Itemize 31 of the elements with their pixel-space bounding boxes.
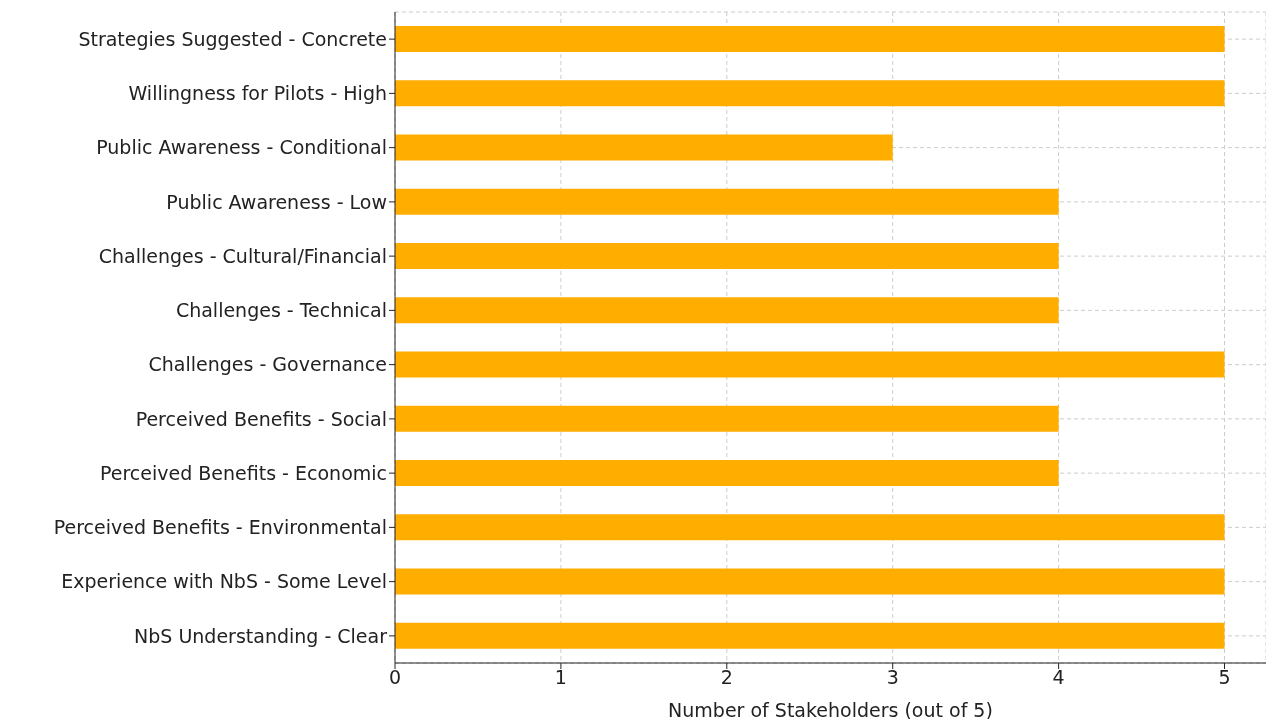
y-tick-label: Perceived Benefits - Environmental [53, 516, 387, 539]
bar [395, 622, 1225, 649]
x-tick-label: 3 [886, 666, 899, 689]
y-tick-label: Public Awareness - Conditional [96, 136, 387, 159]
bar [395, 26, 1225, 53]
bar [395, 134, 893, 161]
x-tick-label: 5 [1218, 666, 1231, 689]
bar [395, 351, 1225, 378]
y-tick-label: Challenges - Technical [175, 299, 387, 322]
y-tick-label: NbS Understanding - Clear [134, 624, 388, 647]
bar [395, 297, 1059, 324]
y-tick-label: Challenges - Governance [148, 353, 387, 376]
x-tick-label: 4 [1052, 666, 1065, 689]
bar [395, 405, 1059, 432]
y-tick-label: Public Awareness - Low [166, 190, 387, 213]
y-tick-label: Willingness for Pilots - High [128, 82, 387, 105]
y-tick-label: Experience with NbS - Some Level [61, 570, 387, 593]
x-tick-label: 1 [554, 666, 567, 689]
bar [395, 188, 1059, 215]
y-tick-label: Strategies Suggested - Concrete [78, 27, 387, 50]
y-tick-label: Perceived Benefits - Social [135, 407, 387, 430]
y-tick-label: Challenges - Cultural/Financial [98, 244, 387, 267]
bar [395, 568, 1225, 595]
bar [395, 80, 1225, 107]
bar [395, 460, 1059, 487]
y-tick-label: Perceived Benefits - Economic [100, 461, 387, 484]
bar [395, 243, 1059, 270]
x-tick-label: 2 [720, 666, 733, 689]
x-tick-label: 0 [388, 666, 402, 689]
bar [395, 514, 1225, 541]
x-axis-title: Number of Stakeholders (out of 5) [668, 699, 993, 719]
